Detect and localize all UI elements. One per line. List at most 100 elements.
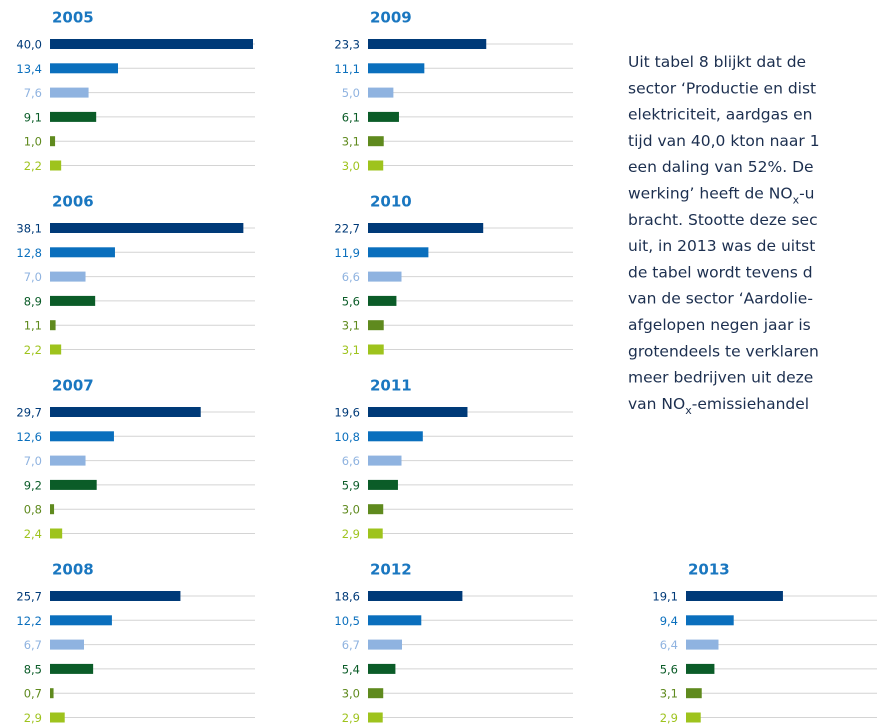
bar — [50, 344, 62, 355]
value-label: 0,7 — [24, 687, 42, 701]
paragraph-line: meer bedrijven uit deze — [628, 368, 813, 386]
bar — [368, 712, 383, 723]
value-label: 7,6 — [24, 86, 42, 100]
value-label: 12,8 — [16, 246, 42, 260]
text-part: elektriciteit, aardgas en — [628, 105, 812, 123]
text-part: Uit tabel 8 blijkt dat de — [628, 53, 806, 71]
bar — [50, 136, 56, 147]
value-label: 11,1 — [334, 62, 360, 76]
bar — [50, 591, 181, 601]
value-label: 2,9 — [342, 527, 360, 541]
bar — [50, 39, 253, 49]
value-label: 1,1 — [24, 319, 42, 333]
value-label: 3,0 — [342, 687, 360, 701]
paragraph-line: van NOx-emissiehandel — [628, 394, 809, 416]
bar — [368, 295, 397, 306]
bar — [368, 271, 402, 282]
value-label: 3,0 — [342, 503, 360, 517]
bar — [50, 504, 55, 515]
panel-title: 2010 — [370, 193, 412, 211]
panel-title: 2006 — [52, 193, 94, 211]
value-label: 3,0 — [342, 159, 360, 173]
value-label: 3,1 — [342, 135, 360, 149]
text-part: grotendeels te verklaren — [628, 342, 819, 360]
value-label: 1,0 — [24, 135, 42, 149]
paragraph-line: grotendeels te verklaren — [628, 342, 819, 360]
value-label: 6,4 — [660, 638, 678, 652]
bar — [686, 591, 783, 601]
value-label: 5,0 — [342, 86, 360, 100]
value-label: 40,0 — [16, 38, 42, 52]
text-part: sector ‘Productie en dist — [628, 79, 816, 97]
value-label: 2,9 — [660, 711, 678, 724]
bar — [50, 111, 97, 122]
bar — [50, 688, 54, 699]
value-label: 7,0 — [24, 454, 42, 468]
value-label: 8,5 — [24, 662, 42, 676]
bar — [368, 407, 468, 417]
bar — [368, 223, 484, 233]
value-label: 6,6 — [342, 454, 360, 468]
bar — [686, 615, 734, 626]
text-part: meer bedrijven uit deze — [628, 368, 813, 386]
subscript: x — [685, 403, 692, 416]
value-label: 29,7 — [16, 406, 42, 420]
bar — [368, 591, 463, 601]
bar — [50, 223, 244, 233]
bar — [50, 455, 86, 466]
bar — [50, 479, 97, 490]
value-label: 3,1 — [342, 343, 360, 357]
text-part: tijd van 40,0 kton naar 1 — [628, 131, 820, 149]
value-label: 2,2 — [24, 159, 42, 173]
bar — [50, 295, 96, 306]
paragraph-line: een daling van 52%. De — [628, 158, 814, 176]
bar — [686, 663, 715, 674]
value-label: 2,4 — [24, 527, 42, 541]
paragraph-line: uit, in 2013 was de uitst — [628, 237, 815, 255]
value-label: 8,9 — [24, 294, 42, 308]
paragraph-line: tijd van 40,0 kton naar 1 — [628, 131, 820, 149]
value-label: 23,3 — [334, 38, 360, 52]
paragraph-line: elektriciteit, aardgas en — [628, 105, 812, 123]
value-label: 9,1 — [24, 110, 42, 124]
bar — [368, 615, 422, 626]
panel-title: 2009 — [370, 9, 412, 27]
value-label: 10,8 — [334, 430, 360, 444]
bar — [368, 639, 403, 650]
bar — [686, 712, 701, 723]
paragraph-line: afgelopen negen jaar is — [628, 316, 811, 334]
value-label: 7,0 — [24, 270, 42, 284]
panel-title: 2007 — [52, 377, 94, 395]
bar — [50, 615, 112, 626]
value-label: 5,6 — [342, 294, 360, 308]
value-label: 38,1 — [16, 222, 42, 236]
text-part: -u — [799, 184, 814, 202]
bar — [50, 528, 63, 539]
paragraph-line: de tabel wordt tevens d — [628, 263, 813, 281]
value-label: 10,5 — [334, 614, 360, 628]
bar — [368, 87, 394, 98]
bar — [368, 320, 384, 331]
value-label: 3,1 — [342, 319, 360, 333]
value-label: 6,6 — [342, 270, 360, 284]
bar — [50, 87, 89, 98]
value-label: 13,4 — [16, 62, 42, 76]
bar — [368, 344, 384, 355]
paragraph-line: sector ‘Productie en dist — [628, 79, 816, 97]
bar — [368, 688, 384, 699]
panel-title: 2012 — [370, 561, 412, 579]
bar — [368, 39, 487, 49]
bar — [50, 63, 119, 74]
paragraph-line: bracht. Stootte deze sec — [628, 210, 818, 228]
bar — [50, 712, 65, 723]
value-label: 19,1 — [652, 590, 678, 604]
panel-title: 2013 — [688, 561, 730, 579]
text-part: -emissiehandel — [692, 394, 809, 412]
bar — [686, 688, 702, 699]
value-label: 5,4 — [342, 662, 360, 676]
value-label: 9,4 — [660, 614, 678, 628]
value-label: 22,7 — [334, 222, 360, 236]
bar — [50, 639, 85, 650]
